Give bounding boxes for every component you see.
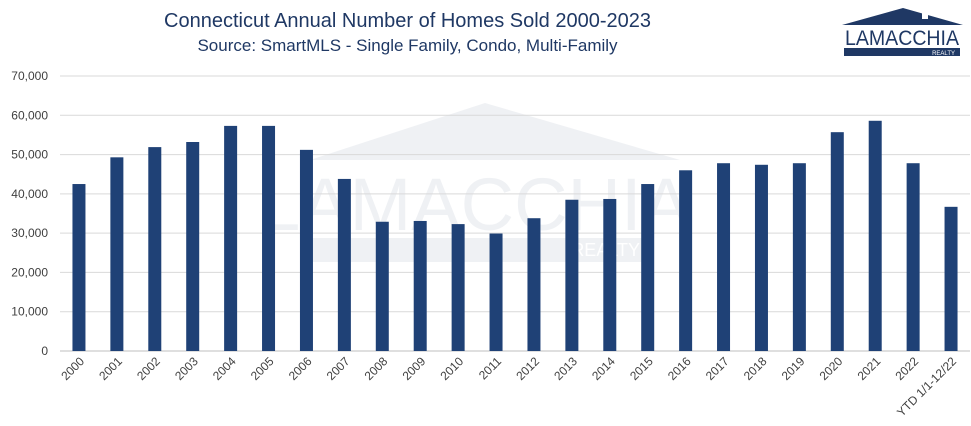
bar-2009	[413, 220, 427, 351]
x-tick-label: 2003	[172, 354, 201, 383]
bar-2020	[830, 132, 844, 351]
bar-2017	[717, 163, 731, 351]
bar-2004	[224, 125, 238, 352]
x-tick-label: 2004	[210, 354, 239, 383]
bar-2001	[110, 157, 124, 351]
logo-roof-icon	[842, 8, 963, 25]
bar-2006	[299, 149, 313, 351]
x-tick-label: 2011	[476, 354, 504, 382]
bar-2022	[906, 163, 920, 351]
x-tick-label: 2010	[437, 354, 466, 383]
x-tick-label: 2019	[779, 354, 808, 383]
gridlines	[60, 75, 970, 352]
logo-subtext: REALTY	[932, 51, 955, 57]
x-tick-label: 2022	[892, 354, 921, 383]
bar-2013	[565, 199, 579, 351]
x-tick-label: 2012	[513, 354, 542, 383]
bar-2012	[527, 218, 541, 351]
x-tick-label: 2021	[855, 354, 884, 383]
watermark: LAMACCHIA REALTY	[259, 103, 692, 262]
bar-2011	[489, 233, 503, 351]
x-tick-label: 2008	[362, 354, 391, 383]
logo: LAMACCHIA REALTY	[842, 8, 963, 57]
bar-2008	[375, 221, 389, 351]
chart-title: Connecticut Annual Number of Homes Sold …	[164, 10, 651, 32]
y-axis-ticks: 0 10,000 20,000 30,000 40,000 50,000 60,000 70,…	[11, 69, 48, 358]
logo-band	[844, 48, 960, 56]
watermark-band	[310, 238, 650, 262]
x-tick-label: 2014	[589, 354, 618, 383]
x-tick-label: 2015	[627, 354, 656, 383]
bar-2019	[792, 163, 806, 351]
logo-window-icon	[922, 13, 928, 19]
y-tick-label: 30,000	[11, 226, 48, 240]
x-tick-label: 2000	[58, 354, 87, 383]
bar-2021	[868, 120, 882, 352]
x-tick-label: 2020	[817, 354, 846, 383]
bar-2000	[72, 184, 86, 351]
bar-2016	[679, 170, 693, 351]
y-tick-label: 40,000	[11, 187, 48, 201]
bar-2005	[262, 125, 276, 352]
bar-2010	[451, 224, 465, 351]
x-tick-label: 2013	[551, 354, 580, 383]
y-tick-label: 20,000	[11, 265, 48, 279]
bar-2015	[641, 184, 655, 351]
x-tick-label: 2001	[96, 354, 125, 383]
x-tick-label: 2018	[741, 354, 770, 383]
bar-2014	[603, 198, 617, 351]
bar-ytd-1-1-12-22	[944, 206, 958, 351]
bar-2018	[754, 164, 768, 351]
x-tick-label: 2017	[703, 354, 732, 383]
bars	[72, 120, 958, 352]
y-tick-label: 70,000	[11, 69, 48, 83]
x-tick-label: 2007	[324, 354, 353, 383]
watermark-window-icon	[553, 130, 569, 146]
watermark-text: LAMACCHIA	[259, 163, 691, 246]
chart-subtitle: Source: SmartMLS - Single Family, Condo,…	[197, 36, 618, 55]
y-tick-label: 50,000	[11, 148, 48, 162]
x-tick-label: 2005	[248, 354, 277, 383]
x-tick-label: 2016	[665, 354, 694, 383]
y-tick-label: 60,000	[11, 108, 48, 122]
logo-text: LAMACCHIA	[845, 27, 959, 50]
bar-2002	[148, 147, 162, 351]
x-tick-label: 2002	[134, 354, 163, 383]
bar-2003	[186, 142, 200, 351]
bar-2007	[337, 178, 351, 351]
x-tick-label: 2006	[286, 354, 315, 383]
watermark-roof-icon	[310, 103, 680, 160]
y-tick-label: 0	[41, 344, 48, 358]
x-axis-ticks: 2000 2001 2002 2003 2004 2005 2006 2007 2008 2009…	[58, 354, 959, 419]
x-tick-label: 2009	[400, 354, 429, 383]
y-tick-label: 10,000	[11, 305, 48, 319]
